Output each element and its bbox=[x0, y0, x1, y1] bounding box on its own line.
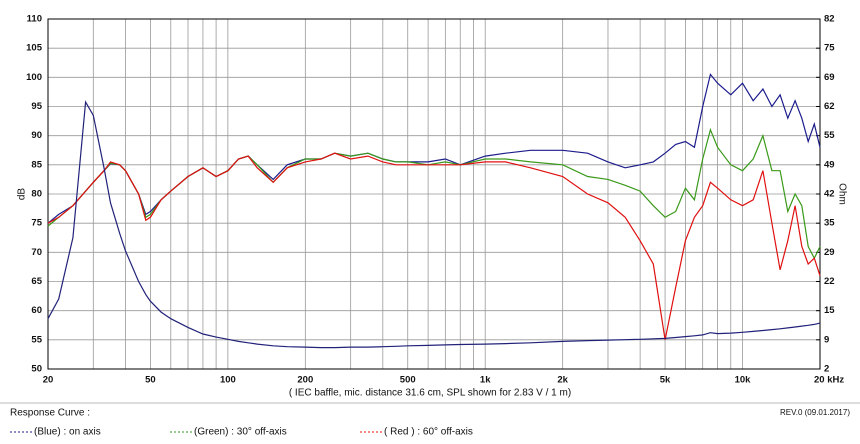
x-tick-label: 50 bbox=[145, 375, 156, 386]
y2-tick-label: 55 bbox=[824, 130, 835, 141]
y-tick-label: 90 bbox=[31, 130, 42, 141]
y-tick-label: 70 bbox=[31, 247, 42, 258]
x-tick-label: 100 bbox=[220, 375, 236, 386]
y-tick-label: 60 bbox=[31, 305, 42, 316]
y2-tick-label: 29 bbox=[824, 247, 835, 258]
y2-axis-label: Ohm bbox=[836, 183, 847, 205]
y-tick-label: 85 bbox=[31, 159, 42, 170]
y2-tick-label: 75 bbox=[824, 43, 835, 54]
x-tick-label: 2k bbox=[557, 375, 568, 386]
y-tick-label: 55 bbox=[31, 334, 42, 345]
y2-tick-label: 2 bbox=[824, 364, 829, 375]
series-line bbox=[47, 73, 821, 224]
y-axis-label: dB bbox=[17, 188, 28, 201]
legend-label: ( Red ) : 60° off-axis bbox=[384, 427, 473, 438]
x-tick-label: 20 bbox=[43, 375, 54, 386]
series-line bbox=[47, 100, 821, 349]
y2-tick-label: 69 bbox=[824, 72, 835, 83]
legend-title: Response Curve : bbox=[10, 408, 90, 419]
series-line bbox=[47, 127, 821, 260]
x-tick-label: 5k bbox=[660, 375, 671, 386]
x-tick-label: 500 bbox=[400, 375, 416, 386]
y-tick-label: 75 bbox=[31, 218, 42, 229]
y2-tick-label: 35 bbox=[824, 218, 835, 229]
legend-label: (Green) : 30° off-axis bbox=[194, 427, 287, 438]
x-tick-label: 1k bbox=[480, 375, 491, 386]
plot-frame bbox=[47, 18, 821, 370]
x-tick-label: 200 bbox=[297, 375, 313, 386]
y-tick-label: 100 bbox=[26, 72, 42, 83]
y2-tick-label: 42 bbox=[824, 189, 835, 200]
y2-tick-label: 62 bbox=[824, 101, 835, 112]
series-line bbox=[47, 152, 821, 340]
legend-label: (Blue) : on axis bbox=[34, 427, 101, 438]
x-tick-label: 10k bbox=[735, 375, 752, 386]
x-tick-label: 20 kHz bbox=[814, 375, 844, 386]
revision: REV.0 (09.01.2017) bbox=[780, 408, 850, 417]
y-tick-label: 105 bbox=[26, 43, 43, 54]
x-axis-label: ( IEC baffle, mic. distance 31.6 cm, SPL… bbox=[289, 388, 571, 399]
y-tick-label: 65 bbox=[31, 276, 42, 287]
y-tick-label: 80 bbox=[31, 189, 42, 200]
y2-tick-label: 22 bbox=[824, 276, 835, 287]
y2-tick-label: 82 bbox=[824, 14, 835, 25]
y-tick-label: 95 bbox=[31, 101, 42, 112]
y-tick-label: 50 bbox=[31, 364, 42, 375]
y2-tick-label: 9 bbox=[824, 334, 829, 345]
y-tick-label: 110 bbox=[27, 14, 42, 25]
y2-tick-label: 15 bbox=[824, 305, 835, 316]
y2-tick-label: 49 bbox=[824, 159, 835, 170]
